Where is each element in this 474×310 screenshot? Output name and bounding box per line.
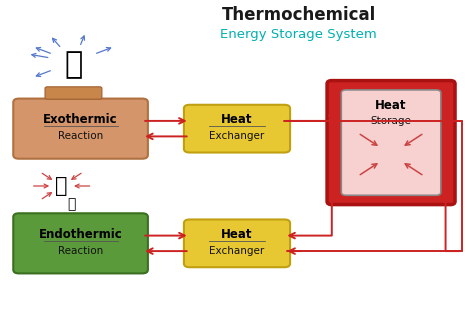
Text: 🧊: 🧊 [55, 176, 68, 196]
Text: Exchanger: Exchanger [210, 246, 264, 256]
Text: Exothermic: Exothermic [43, 113, 118, 126]
Text: Reaction: Reaction [58, 246, 103, 256]
FancyBboxPatch shape [184, 219, 290, 267]
FancyBboxPatch shape [13, 99, 148, 159]
Text: 💧: 💧 [67, 197, 75, 212]
FancyBboxPatch shape [45, 87, 102, 99]
Text: Endothermic: Endothermic [39, 228, 122, 241]
Text: 🔥: 🔥 [64, 51, 82, 80]
FancyBboxPatch shape [184, 105, 290, 153]
Text: Thermochemical: Thermochemical [221, 7, 376, 24]
Text: Heat: Heat [221, 228, 253, 241]
Text: Storage: Storage [371, 116, 411, 126]
FancyBboxPatch shape [13, 213, 148, 273]
Text: Energy Storage System: Energy Storage System [220, 28, 377, 41]
Text: Heat: Heat [221, 113, 253, 126]
Text: Heat: Heat [375, 99, 407, 112]
Text: Exchanger: Exchanger [210, 131, 264, 141]
Text: Reaction: Reaction [58, 131, 103, 141]
FancyBboxPatch shape [341, 90, 441, 195]
FancyBboxPatch shape [327, 81, 455, 205]
